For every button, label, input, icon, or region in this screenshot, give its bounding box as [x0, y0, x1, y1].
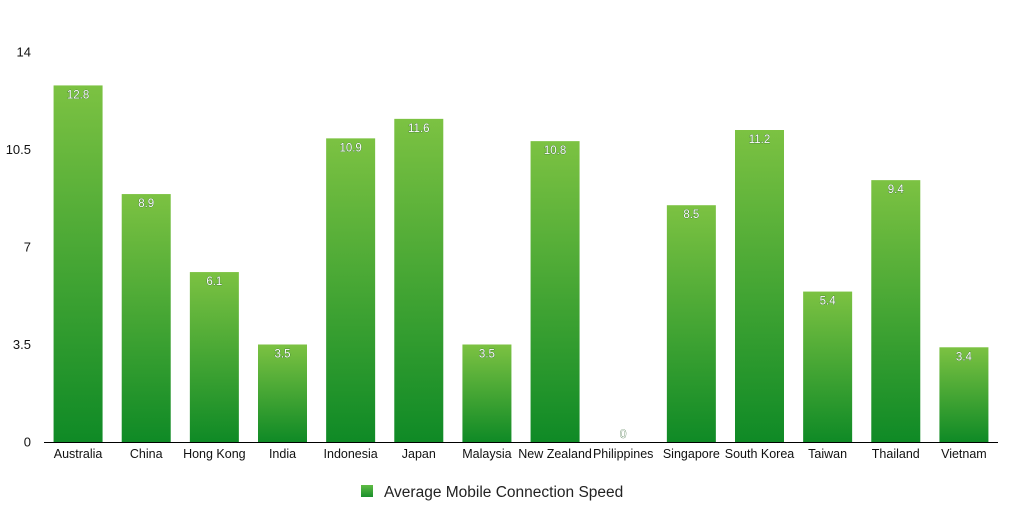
y-tick-label: 0: [24, 435, 31, 450]
bar: [939, 347, 989, 442]
bar: [189, 272, 239, 442]
x-tick-label: Australia: [54, 447, 103, 461]
bar: [394, 118, 444, 442]
data-label: 11.6: [408, 123, 430, 135]
y-tick-label: 10.5: [6, 142, 31, 157]
data-label: 10.9: [339, 142, 361, 154]
data-label: 10.8: [544, 145, 566, 157]
bar: [871, 180, 921, 442]
x-tick-label: Vietnam: [941, 447, 987, 461]
data-label: 12.8: [67, 89, 89, 101]
data-label: 11.2: [749, 134, 771, 146]
data-label: 9.4: [888, 184, 905, 196]
y-tick-label: 14: [17, 45, 31, 60]
bar: [53, 85, 103, 442]
x-tick-label: Indonesia: [324, 447, 378, 461]
x-tick-label: Taiwan: [808, 447, 847, 461]
bar: [326, 138, 376, 442]
bars-group: [53, 85, 989, 442]
legend-swatch: [361, 485, 373, 497]
x-tick-label: Thailand: [872, 447, 920, 461]
x-tick-label: Hong Kong: [183, 447, 246, 461]
bar: [258, 344, 307, 442]
data-label: 5.4: [820, 296, 837, 308]
legend: Average Mobile Connection Speed: [361, 484, 623, 501]
bar: [666, 205, 716, 442]
x-axis-labels: Australia China Hong Kong India Indonesia Jap…: [54, 447, 987, 461]
x-tick-label: Malaysia: [462, 447, 511, 461]
x-tick-label: India: [269, 447, 296, 461]
data-labels-group: 12.8 8.9 6.1 3.5 10.9 11.6 3.5 10.8 0 8.5 11.2 5.4 9…: [67, 89, 973, 441]
x-tick-label: China: [130, 447, 163, 461]
bar: [530, 141, 580, 442]
data-label: 8.9: [138, 198, 154, 210]
bar: [735, 130, 784, 442]
bar: [121, 194, 171, 442]
bar: [803, 291, 853, 442]
bar: [462, 344, 512, 442]
y-tick-label: 3.5: [13, 337, 31, 352]
x-tick-label: South Korea: [725, 447, 795, 461]
y-axis-ticks: 0 3.5 7 10.5 14: [6, 45, 31, 450]
y-tick-label: 7: [24, 240, 31, 255]
x-tick-label: Japan: [402, 447, 436, 461]
data-label: 6.1: [206, 276, 222, 288]
data-label: 0: [620, 429, 626, 441]
data-label: 3.4: [956, 351, 973, 363]
x-tick-label: Philippines: [593, 447, 653, 461]
data-label: 3.5: [275, 349, 291, 361]
data-label: 3.5: [479, 349, 495, 361]
x-tick-label: New Zealand: [518, 447, 592, 461]
legend-label: Average Mobile Connection Speed: [384, 484, 623, 501]
x-tick-label: Singapore: [663, 447, 720, 461]
data-label: 8.5: [683, 209, 699, 221]
